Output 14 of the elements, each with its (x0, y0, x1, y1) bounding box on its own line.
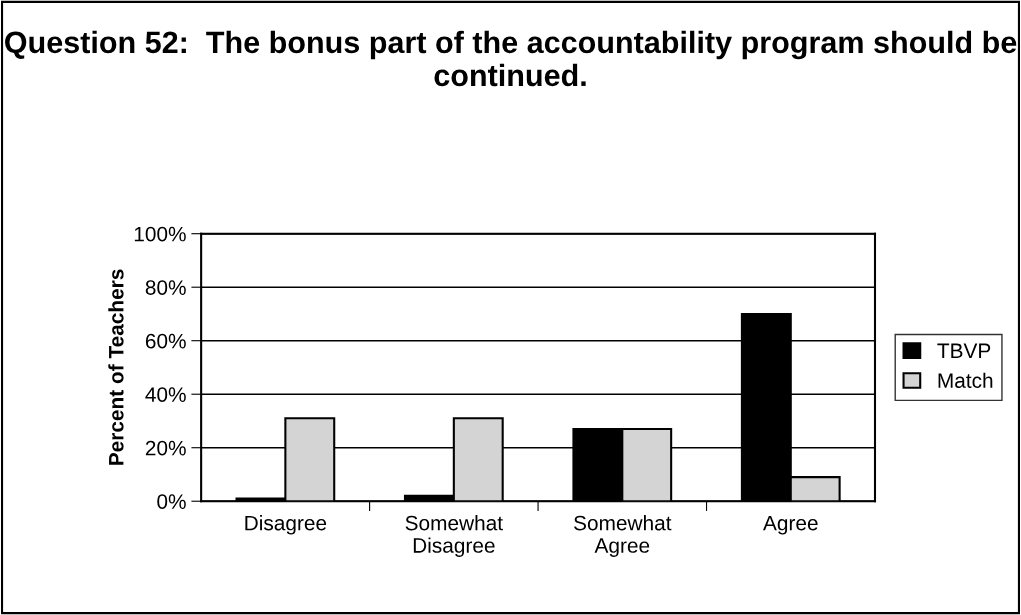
y-tick-label: 20% (145, 440, 186, 456)
y-tick-label: 80% (145, 280, 186, 295)
x-tick-label: Agree (763, 515, 818, 535)
y-tick-label: 60% (145, 333, 186, 349)
x-tick-label: Somewhat Disagree (405, 515, 503, 557)
y-tick-label: 100% (134, 226, 186, 242)
legend-label: TBVP (937, 343, 991, 358)
y-axis-title: Percent of Teachers (108, 269, 124, 465)
chart-title: Question 52: The bonus part of the accountability program should be continued. (5, 30, 1017, 87)
y-tick-label: 0% (157, 494, 186, 509)
y-tick-label: 40% (145, 387, 186, 402)
x-tick-label: Disagree (245, 515, 327, 535)
x-tick-label: Somewhat Agree (574, 515, 672, 557)
legend-label: Match (938, 372, 993, 388)
